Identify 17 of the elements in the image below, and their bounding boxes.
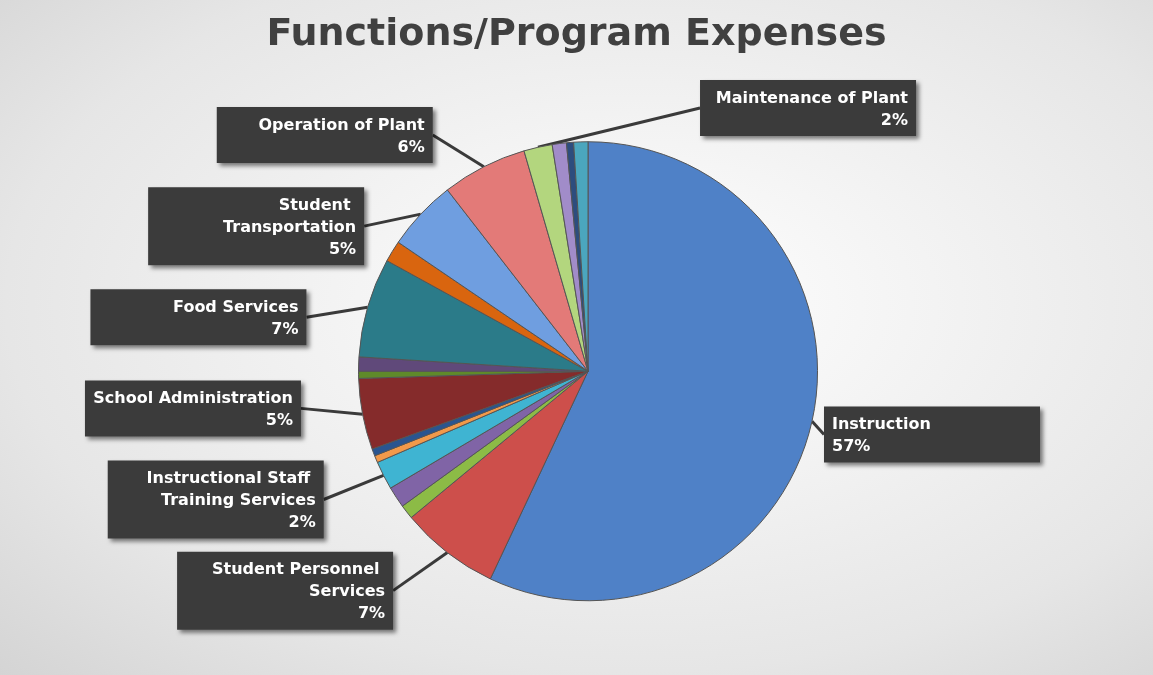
data-label: 5%: [328, 238, 357, 258]
slice-label: Student Personnel Services: [211, 559, 386, 601]
data-label: 7%: [271, 318, 299, 338]
data-label: 7%: [357, 603, 386, 623]
data-label: 2%: [880, 109, 909, 129]
data-label: 6%: [397, 136, 425, 156]
data-label: 5%: [265, 409, 293, 429]
data-label: 2%: [288, 512, 316, 531]
slice-label: Maintenance of Plant: [715, 87, 909, 107]
slice-label: Instructional Staff Training Services: [146, 468, 316, 509]
slice-label: School Administration: [93, 387, 293, 407]
data-label: 57%: [832, 435, 871, 455]
chart-title: Functions/Program Expenses: [266, 10, 887, 54]
slice-label: Operation of Plant: [258, 114, 426, 134]
slice-label: Instruction: [832, 413, 931, 433]
slice-label: Food Services: [173, 296, 299, 316]
slice-label: Student Transportation: [223, 194, 357, 236]
